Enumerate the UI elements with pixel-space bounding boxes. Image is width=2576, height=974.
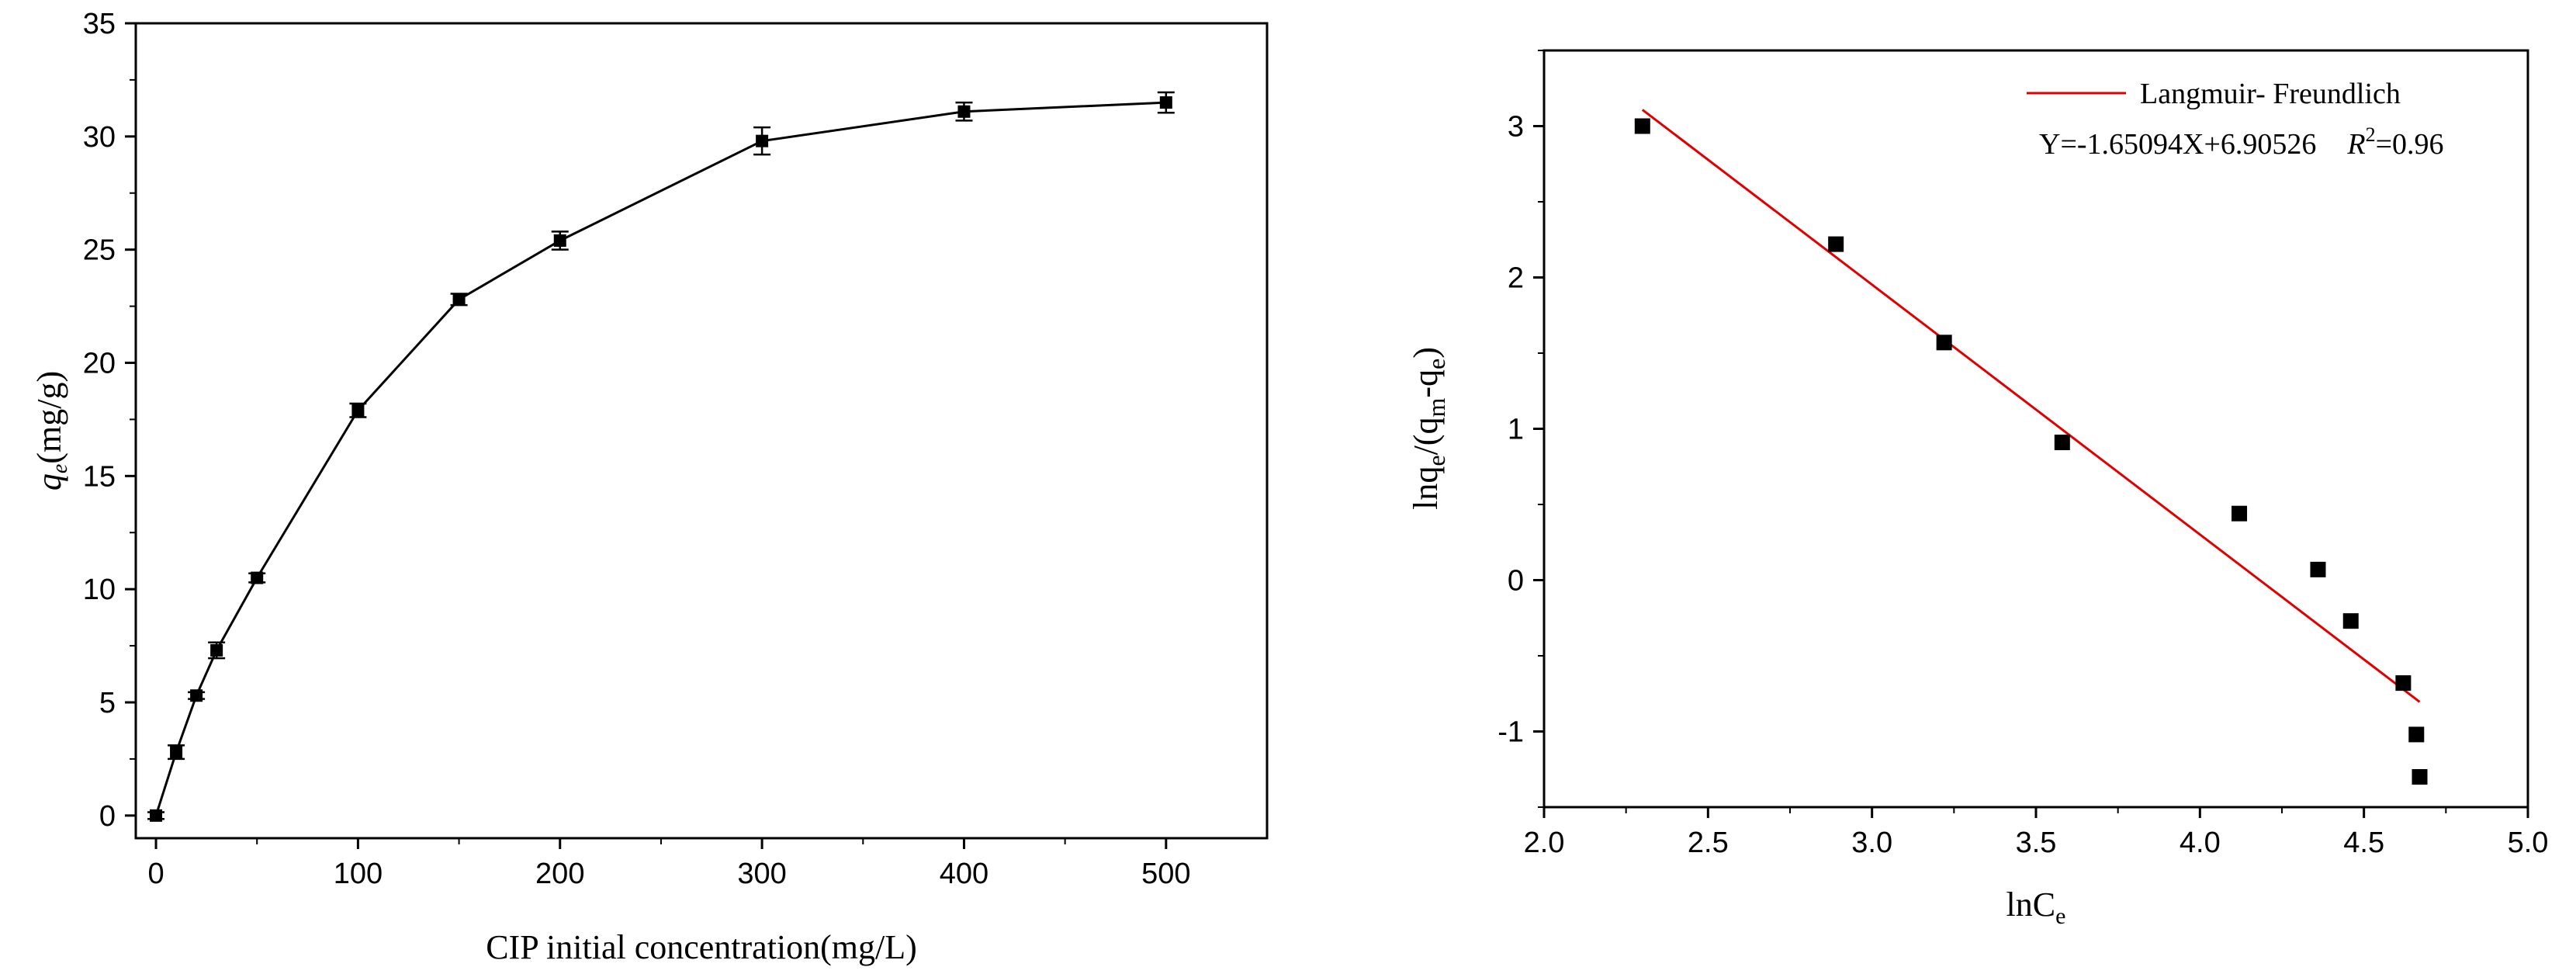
x-tick-label: 4.5 (2343, 827, 2384, 859)
x-tick-label: 400 (940, 858, 989, 890)
data-point (251, 571, 264, 584)
chart-langmuir-freundlich: -1 0 1 2 3 2.0 2.5 3.0 3.5 4.0 4.5 5.0 Langmuir- F… (1407, 49, 2549, 929)
x-tick-label: 500 (1141, 858, 1190, 890)
y-axis-title-subscript: e (1422, 455, 1450, 466)
data-point (2395, 675, 2412, 692)
r2-value: =0.96 (2376, 128, 2444, 161)
y-axis: -1 0 1 2 3 (1497, 50, 1544, 808)
data-point (2231, 505, 2248, 522)
data-point (1936, 334, 1952, 351)
data-point (170, 746, 183, 759)
x-axis-title: CIP initial concentration(mg/L) (486, 928, 917, 966)
data-point (2408, 726, 2425, 743)
chart-initial-concentration: 0 5 10 15 20 25 30 35 0 100 200 300 400 500 CIP init… (30, 8, 1269, 966)
data-point (2412, 769, 2428, 785)
y-tick-label: 0 (99, 800, 116, 833)
data-point (1634, 118, 1650, 134)
x-tick-label: 200 (535, 858, 584, 890)
x-tick-label: 3.0 (1851, 827, 1892, 859)
data-point (553, 234, 566, 247)
r2-superscript: 2 (2366, 123, 2376, 146)
svg-text:lnqe/(qm-qe): lnqe/(qm-qe) (1407, 347, 1450, 510)
legend-label: Langmuir- Freundlich (2140, 78, 2401, 110)
y-tick-label: 10 (83, 574, 116, 606)
data-point (1828, 236, 1844, 252)
data-point (2054, 435, 2070, 451)
x-tick-label: 2.5 (1688, 827, 1729, 859)
x-axis-title: lnCe (2006, 886, 2066, 929)
x-tick-label: 5.0 (2508, 827, 2549, 859)
y-axis: 0 5 10 15 20 25 30 35 (83, 8, 136, 833)
fit-equation: Y=-1.65094X+6.90526 R2=0.96 (2039, 123, 2444, 161)
x-axis-title-subscript: e (2055, 903, 2065, 929)
data-point (2310, 561, 2326, 577)
y-axis-title-subscript: e (1422, 359, 1450, 369)
data-point (957, 105, 971, 118)
y-axis-title-part: -q (1407, 369, 1445, 398)
y-axis-title-subscript: m (1422, 398, 1450, 418)
legend: Langmuir- Freundlich Y=-1.65094X+6.90526… (2027, 78, 2444, 161)
y-axis-title-part: /(q (1407, 418, 1445, 456)
y-tick-label: -1 (1497, 716, 1524, 749)
data-point (190, 689, 203, 702)
y-tick-label: 1 (1508, 414, 1524, 446)
y-axis-title-part: lnq (1407, 466, 1445, 510)
data-point (452, 293, 466, 306)
y-tick-label: 3 (1508, 111, 1524, 144)
data-series (1634, 118, 2428, 785)
y-tick-label: 25 (83, 234, 116, 267)
y-axis-title: lnqe/(qm-qe) (1407, 347, 1450, 510)
fit-line-path (1641, 109, 2421, 703)
data-point (210, 643, 223, 657)
fit-equation-text: Y=-1.65094X+6.90526 (2039, 128, 2316, 161)
plot-frame (134, 22, 1269, 840)
data-point (2342, 613, 2359, 629)
x-axis: 0 100 200 300 400 500 (147, 838, 1191, 890)
y-axis-title-symbol: q (30, 473, 68, 490)
y-axis-title-subscript: e (48, 464, 72, 473)
y-axis-title-unit: (mg/g) (30, 371, 68, 464)
y-tick-label: 35 (83, 8, 116, 40)
y-tick-label: 20 (83, 348, 116, 380)
y-tick-label: 30 (83, 121, 116, 154)
series-line (154, 101, 1166, 816)
x-tick-label: 4.0 (2180, 827, 2221, 859)
x-tick-label: 0 (147, 858, 164, 890)
r2-symbol: R (2346, 128, 2365, 161)
svg-text:qe(mg/g): qe(mg/g) (30, 371, 72, 490)
y-axis-title-part: ) (1407, 347, 1445, 359)
data-series (147, 91, 1175, 822)
y-axis-title: qe(mg/g) (30, 371, 72, 490)
y-tick-label: 2 (1508, 262, 1524, 295)
y-tick-label: 0 (1508, 565, 1524, 598)
x-tick-label: 2.0 (1524, 827, 1565, 859)
fit-line (1641, 109, 2421, 703)
y-tick-label: 5 (99, 687, 116, 719)
x-tick-label: 3.5 (2016, 827, 2057, 859)
data-point (756, 134, 769, 147)
y-tick-label: 15 (83, 460, 116, 493)
data-point (351, 404, 365, 417)
data-point (1159, 96, 1172, 109)
plot-frame (1542, 49, 2529, 809)
x-tick-label: 100 (334, 858, 383, 890)
x-tick-label: 300 (737, 858, 786, 890)
x-axis-title-main: lnC (2006, 886, 2056, 924)
x-axis: 2.0 2.5 3.0 3.5 4.0 4.5 5.0 (1524, 807, 2549, 859)
data-point (150, 809, 163, 822)
